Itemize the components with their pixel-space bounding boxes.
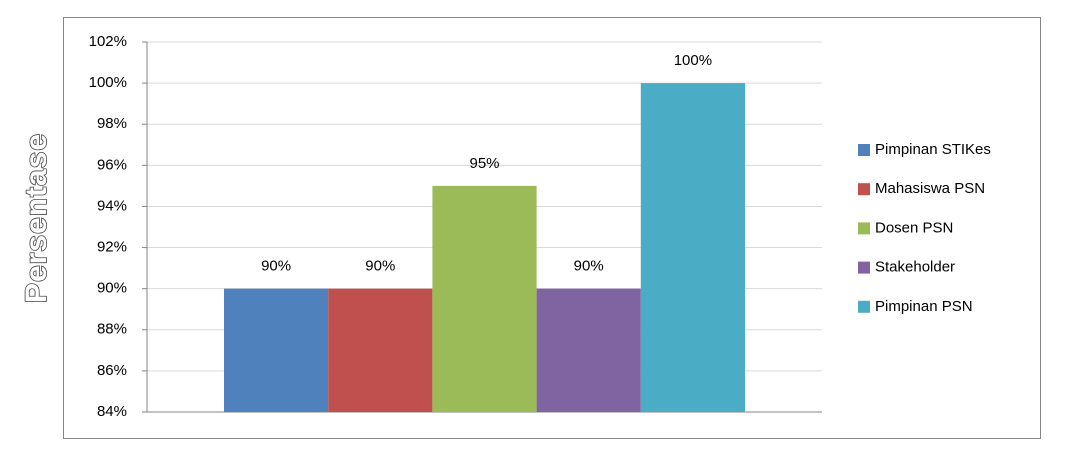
y-tick-label: 98% (97, 115, 127, 132)
bar (432, 185, 537, 412)
legend-label: Pimpinan PSN (875, 298, 973, 315)
y-tick-label: 96% (97, 156, 127, 173)
y-tick-label: 92% (97, 239, 127, 256)
legend-label: Dosen PSN (875, 219, 953, 236)
legend-swatch (858, 261, 870, 274)
y-tick-label: 94% (97, 197, 127, 214)
y-tick-label: 86% (97, 362, 127, 379)
data-label: 90% (261, 258, 291, 275)
y-tick-label: 84% (97, 403, 127, 420)
legend-label: Mahasiswa PSN (875, 180, 985, 197)
bar (224, 288, 329, 412)
data-label: 100% (674, 52, 712, 69)
y-tick-label: 90% (97, 280, 127, 297)
legend-label: Pimpinan STIKes (875, 141, 991, 158)
legend-swatch (858, 183, 870, 196)
legend-swatch (858, 300, 870, 313)
data-label: 90% (365, 258, 395, 275)
y-tick-label: 88% (97, 321, 127, 338)
legend-swatch (858, 144, 870, 156)
data-label: 95% (469, 155, 499, 172)
legend-label: Stakeholder (875, 259, 955, 276)
bar (328, 288, 433, 412)
legend-swatch (858, 222, 870, 235)
y-tick-label: 100% (89, 74, 127, 91)
data-label: 90% (574, 258, 604, 275)
bar (640, 83, 745, 412)
y-axis-label: Persentase (20, 133, 53, 303)
y-tick-label: 102% (89, 33, 127, 50)
bar (536, 288, 641, 412)
